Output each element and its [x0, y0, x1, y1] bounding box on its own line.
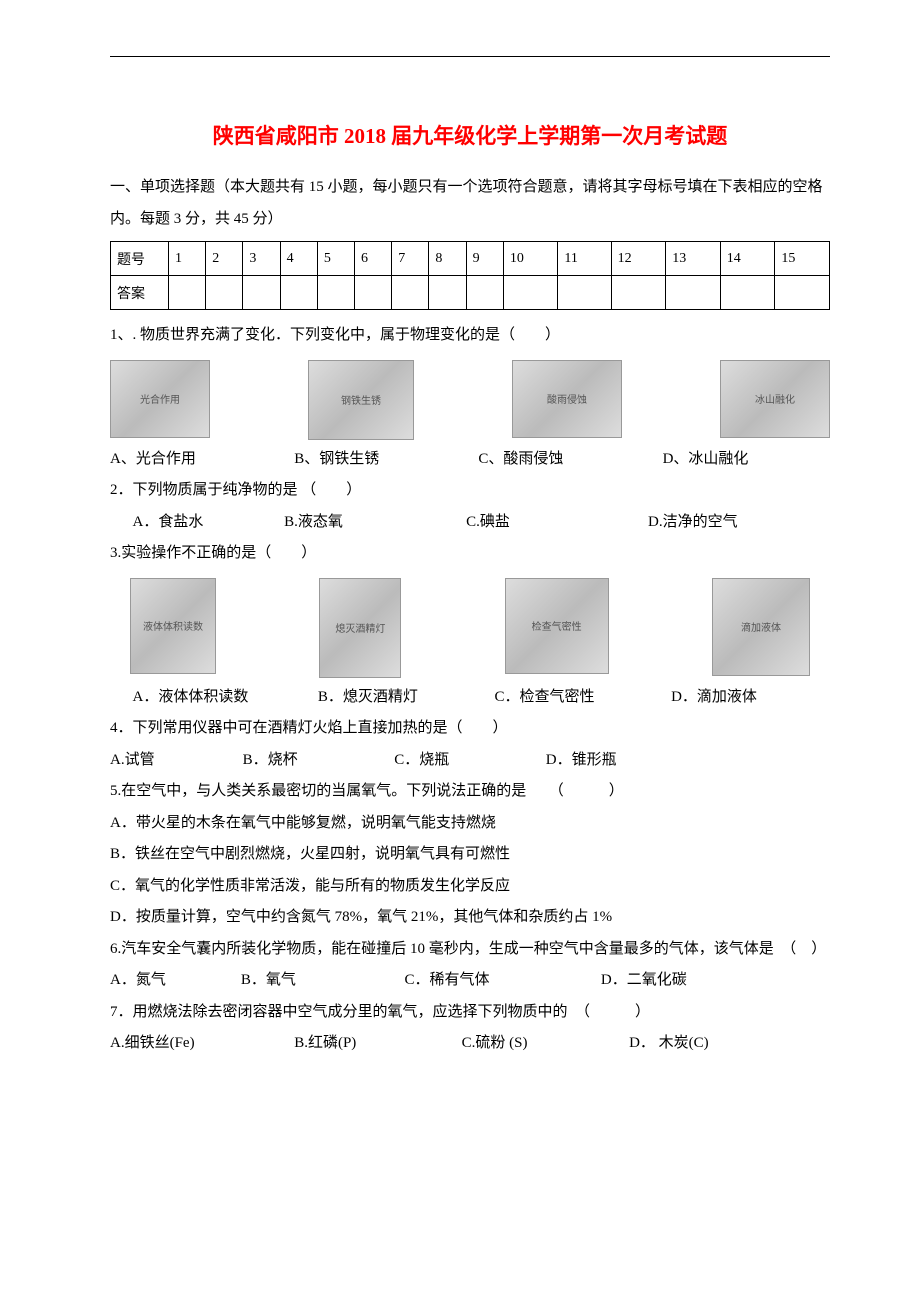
q6-opt-c: C．稀有气体: [405, 965, 601, 997]
grid-row-qnum: 题号 1 2 3 4 5 6 7 8 9 10 11 12 13 14 15: [111, 242, 830, 276]
grid-cell: [558, 276, 611, 310]
q7-opt-a: A.细铁丝(Fe): [110, 1028, 294, 1060]
grid-cell: 15: [775, 242, 830, 276]
q1-stem: 1、. 物质世界充满了变化．下列变化中，属于物理变化的是（ ）: [110, 320, 830, 352]
exam-title: 陕西省咸阳市 2018 届九年级化学上学期第一次月考试题: [110, 120, 830, 150]
grid-cell: 9: [466, 242, 503, 276]
grid-cell: 2: [206, 242, 243, 276]
grid-cell: 3: [243, 242, 280, 276]
q3-opt-a: A．液体体积读数: [133, 682, 318, 714]
grid-cell: [466, 276, 503, 310]
grid-cell: [611, 276, 666, 310]
q7-opt-d: D． 木炭(C): [629, 1028, 830, 1060]
grid-cell: 11: [558, 242, 611, 276]
q5-opt-b: B．铁丝在空气中剧烈燃烧，火星四射，说明氧气具有可燃性: [110, 839, 830, 871]
q6-stem: 6.汽车安全气囊内所装化学物质，能在碰撞后 10 毫秒内，生成一种空气中含量最多…: [110, 934, 830, 966]
grid-cell: [775, 276, 830, 310]
q7-opt-b: B.红磷(P): [294, 1028, 461, 1060]
q6-options: A．氮气 B．氧气 C．稀有气体 D．二氧化碳: [110, 965, 830, 997]
q7-opt-c: C.硫粉 (S): [462, 1028, 629, 1060]
q3-img-b: 熄灭酒精灯: [319, 578, 401, 678]
grid-cell: [429, 276, 466, 310]
q2-stem: 2．下列物质属于纯净物的是 （ ）: [110, 475, 830, 507]
grid-cell: 1: [169, 242, 206, 276]
grid-cell: [243, 276, 280, 310]
q1-opt-c: C、酸雨侵蚀: [478, 444, 662, 476]
grid-cell: [355, 276, 392, 310]
grid-cell: 4: [280, 242, 317, 276]
q7-options: A.细铁丝(Fe) B.红磷(P) C.硫粉 (S) D． 木炭(C): [110, 1028, 830, 1060]
grid-cell: 8: [429, 242, 466, 276]
grid-label-answer: 答案: [111, 276, 169, 310]
q1-opt-d: D、冰山融化: [663, 444, 830, 476]
q2-opt-a: A．食盐水: [133, 507, 285, 539]
grid-cell: [206, 276, 243, 310]
q4-opt-a: A.试管: [110, 745, 243, 777]
q1-img-c: 酸雨侵蚀: [512, 360, 622, 438]
grid-cell: [392, 276, 429, 310]
grid-cell: 6: [355, 242, 392, 276]
q6-opt-b: B．氧气: [241, 965, 405, 997]
q2-options: A．食盐水 B.液态氧 C.碘盐 D.洁净的空气: [110, 507, 830, 539]
q6-opt-d: D．二氧化碳: [601, 965, 830, 997]
grid-cell: [503, 276, 558, 310]
q2-opt-d: D.洁净的空气: [648, 507, 830, 539]
section-instruction: 一、单项选择题（本大题共有 15 小题，每小题只有一个选项符合题意，请将其字母标…: [110, 172, 830, 235]
grid-cell: [666, 276, 721, 310]
grid-cell: [317, 276, 354, 310]
q4-opt-d: D．锥形瓶: [546, 745, 830, 777]
q4-opt-b: B．烧杯: [243, 745, 395, 777]
q1-options: A、光合作用 B、钢铁生锈 C、酸雨侵蚀 D、冰山融化: [110, 444, 830, 476]
q4-opt-c: C．烧瓶: [394, 745, 546, 777]
q5-opt-a: A．带火星的木条在氧气中能够复燃，说明氧气能支持燃烧: [110, 808, 830, 840]
q3-images: 液体体积读数 熄灭酒精灯 检查气密性 滴加液体: [110, 578, 830, 678]
q1-img-a: 光合作用: [110, 360, 210, 438]
q2-opt-c: C.碘盐: [466, 507, 648, 539]
q4-stem: 4．下列常用仪器中可在酒精灯火焰上直接加热的是（ ）: [110, 713, 830, 745]
grid-label-qnum: 题号: [111, 242, 169, 276]
grid-cell: 14: [720, 242, 775, 276]
q6-opt-a: A．氮气: [110, 965, 241, 997]
q3-opt-b: B．熄灭酒精灯: [318, 682, 495, 714]
q1-images: 光合作用 钢铁生锈 酸雨侵蚀 冰山融化: [110, 360, 830, 440]
q3-img-d: 滴加液体: [712, 578, 810, 676]
q1-img-b: 钢铁生锈: [308, 360, 414, 440]
grid-cell: 12: [611, 242, 666, 276]
q1-opt-a: A、光合作用: [110, 444, 294, 476]
q3-img-a: 液体体积读数: [130, 578, 216, 674]
q3-stem: 3.实验操作不正确的是（ ）: [110, 538, 830, 570]
grid-cell: [720, 276, 775, 310]
q3-opt-d: D．滴加液体: [671, 682, 830, 714]
answer-grid: 题号 1 2 3 4 5 6 7 8 9 10 11 12 13 14 15 答…: [110, 241, 830, 310]
q4-options: A.试管 B．烧杯 C．烧瓶 D．锥形瓶: [110, 745, 830, 777]
q1-opt-b: B、钢铁生锈: [294, 444, 478, 476]
q5-opt-c: C．氧气的化学性质非常活泼，能与所有的物质发生化学反应: [110, 871, 830, 903]
grid-cell: 5: [317, 242, 354, 276]
q7-stem: 7．用燃烧法除去密闭容器中空气成分里的氧气，应选择下列物质中的 （ ）: [110, 997, 830, 1029]
grid-cell: 10: [503, 242, 558, 276]
q5-opt-d: D．按质量计算，空气中约含氮气 78%，氧气 21%，其他气体和杂质约占 1%: [110, 902, 830, 934]
grid-cell: [169, 276, 206, 310]
grid-row-answer: 答案: [111, 276, 830, 310]
q3-img-c: 检查气密性: [505, 578, 609, 674]
grid-cell: 13: [666, 242, 721, 276]
q3-options: A．液体体积读数 B．熄灭酒精灯 C．检查气密性 D．滴加液体: [110, 682, 830, 714]
q2-opt-b: B.液态氧: [284, 507, 466, 539]
header-rule: [110, 56, 830, 57]
q3-opt-c: C．检查气密性: [494, 682, 671, 714]
q1-img-d: 冰山融化: [720, 360, 830, 438]
q5-stem: 5.在空气中，与人类关系最密切的当属氧气。下列说法正确的是 （ ）: [110, 776, 830, 808]
grid-cell: 7: [392, 242, 429, 276]
grid-cell: [280, 276, 317, 310]
